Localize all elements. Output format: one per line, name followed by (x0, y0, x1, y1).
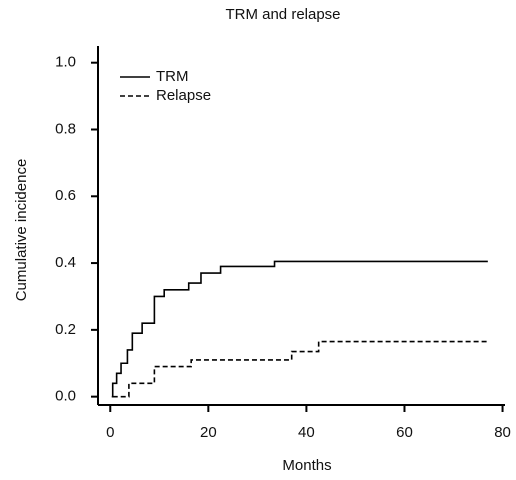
y-tick-label: 0.2 (55, 321, 76, 338)
y-tick-label: 0.4 (55, 254, 76, 271)
x-tick-label: 0 (106, 424, 114, 441)
step-line (111, 260, 488, 398)
y-tick-label: 1.0 (55, 54, 76, 71)
x-axis-label: Months (282, 457, 331, 474)
y-axis-label: Cumulative incidence (13, 159, 30, 302)
chart-title: TRM and relapse (225, 6, 340, 23)
legend-label: TRM (156, 68, 189, 85)
x-tick-label: 20 (200, 424, 217, 441)
y-tick-label: 0.8 (55, 120, 76, 137)
x-tick-label: 40 (298, 424, 315, 441)
y-tick-label: 0.0 (55, 388, 76, 405)
x-tick-label: 60 (396, 424, 413, 441)
step-line (112, 340, 488, 398)
x-tick-label: 80 (494, 424, 511, 441)
y-tick-label: 0.6 (55, 187, 76, 204)
legend-label: Relapse (156, 87, 211, 104)
